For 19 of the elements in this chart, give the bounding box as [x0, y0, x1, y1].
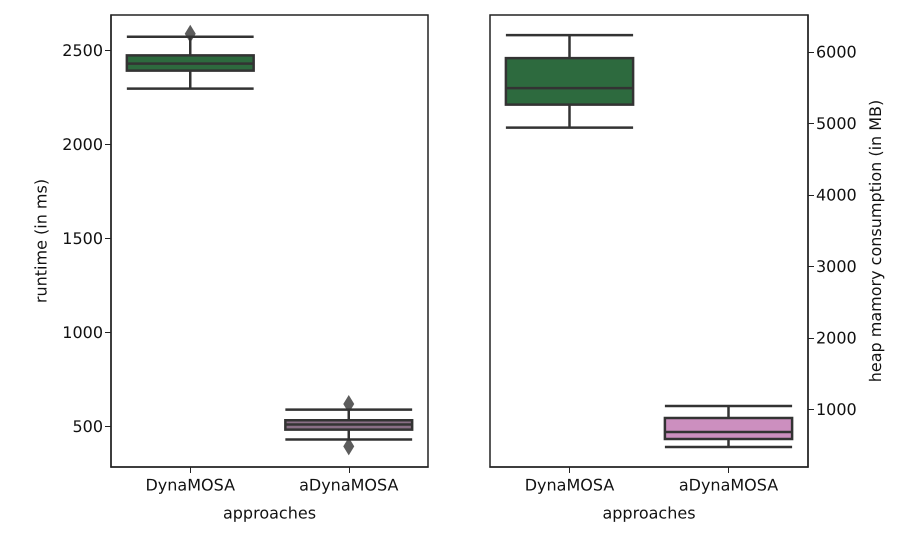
y2-tick-label: 4000: [816, 186, 857, 205]
y2-axis-title: heap mamory consumption (in MB): [866, 100, 886, 382]
y-axis-title: runtime (in ms): [32, 178, 50, 304]
y-tick-label: 1000: [62, 323, 103, 342]
x-tick-label: DynaMOSA: [524, 476, 614, 494]
y-tick-label: 500: [72, 417, 103, 436]
y2-tick-label: 2000: [816, 328, 857, 348]
y-tick-label: 1500: [62, 229, 103, 248]
x-axis-title: approaches: [602, 504, 696, 522]
x-tick-label: DynaMOSA: [145, 476, 236, 494]
y2-tick-label: 3000: [816, 257, 857, 276]
y2-tick-label: 5000: [816, 114, 857, 134]
y-tick-label: 2000: [62, 135, 103, 154]
x-tick-label: aDynaMOSA: [299, 476, 398, 494]
x-tick-label: aDynaMOSA: [678, 476, 778, 494]
y-tick-label: 2500: [62, 41, 103, 60]
y2-tick-label: 1000: [816, 400, 857, 419]
y2-tick-label: 6000: [816, 42, 857, 62]
x-axis-title: approaches: [222, 504, 316, 522]
